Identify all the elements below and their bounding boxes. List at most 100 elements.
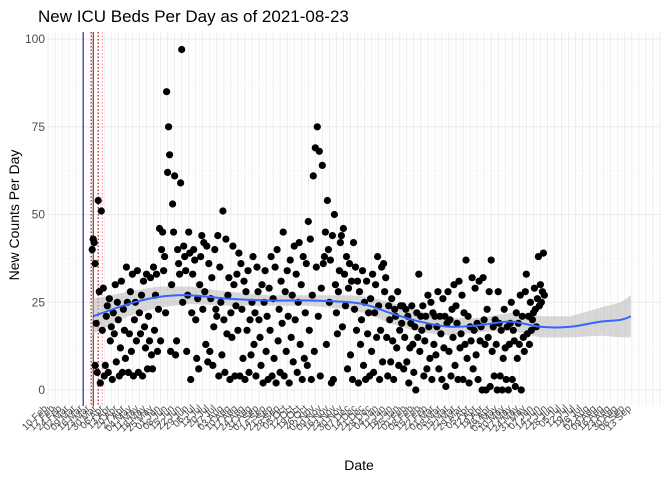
data-point [344, 284, 353, 292]
data-point [165, 123, 173, 131]
y-tick-label: 0 [38, 383, 45, 397]
data-point [423, 365, 431, 373]
data-point [513, 354, 521, 362]
data-point [451, 361, 459, 369]
data-point [441, 312, 449, 320]
data-point [257, 361, 265, 369]
data-point [371, 309, 379, 317]
data-point [275, 305, 283, 313]
data-point [329, 375, 337, 384]
data-point [170, 228, 178, 236]
y-axis-title: New Counts Per Day [6, 150, 22, 281]
data-point [502, 375, 510, 384]
data-point [385, 302, 393, 310]
data-point [446, 316, 454, 324]
data-point [521, 288, 529, 296]
data-point [128, 270, 136, 278]
y-axis: 0 25 50 75 100 [25, 32, 45, 397]
data-point [157, 337, 165, 345]
data-point [342, 253, 351, 261]
data-point [414, 333, 422, 341]
data-point [183, 347, 191, 355]
data-point [281, 288, 289, 296]
data-point [313, 123, 321, 131]
data-point [434, 288, 442, 296]
data-point [132, 337, 140, 345]
data-point [353, 277, 362, 285]
data-point [331, 281, 339, 289]
data-point [339, 224, 347, 233]
y-tick-label: 75 [32, 120, 46, 134]
data-point [369, 270, 377, 278]
data-point [318, 161, 326, 169]
data-point [463, 354, 471, 362]
data-point [225, 274, 233, 282]
data-point [226, 375, 234, 384]
data-point [453, 319, 461, 327]
data-point [347, 277, 356, 285]
data-point [104, 368, 112, 376]
data-point [98, 326, 106, 334]
data-point [266, 326, 274, 334]
data-point [507, 298, 515, 306]
data-point [172, 351, 180, 359]
data-point [189, 270, 197, 278]
data-point [160, 267, 168, 275]
data-point [178, 45, 186, 54]
data-point [293, 368, 301, 376]
data-point [133, 267, 141, 275]
data-point [314, 312, 322, 320]
data-point [116, 344, 124, 352]
data-point [114, 316, 122, 324]
data-point [91, 361, 99, 369]
data-point [202, 340, 210, 348]
data-point [333, 330, 341, 338]
data-point [246, 316, 254, 324]
data-point [422, 312, 430, 320]
data-point [427, 298, 435, 306]
data-point [206, 347, 214, 355]
data-point [101, 361, 109, 369]
data-point [105, 295, 113, 303]
data-point [249, 253, 257, 261]
data-point [436, 312, 444, 320]
data-point [296, 340, 304, 348]
data-point [459, 375, 467, 384]
data-point [127, 347, 135, 355]
data-point [405, 379, 413, 387]
data-point [267, 253, 275, 261]
data-point [258, 281, 266, 289]
data-point [242, 288, 250, 296]
data-point [494, 288, 502, 296]
data-point [515, 340, 523, 348]
data-point [527, 326, 536, 334]
data-point [197, 253, 205, 261]
data-point [526, 298, 535, 306]
data-point [518, 312, 526, 320]
data-point [411, 323, 419, 331]
data-point [383, 333, 391, 341]
data-point [370, 368, 378, 376]
data-point [454, 375, 462, 384]
data-point [88, 246, 96, 254]
data-point [481, 340, 489, 348]
data-point [372, 281, 380, 289]
data-point [152, 270, 161, 278]
data-point [401, 333, 409, 341]
data-point [421, 337, 429, 345]
data-point [487, 256, 495, 264]
data-point [323, 196, 331, 205]
data-point [243, 326, 251, 334]
data-point [400, 365, 408, 373]
data-point [474, 375, 482, 384]
data-point [137, 291, 146, 299]
data-point [214, 232, 222, 240]
data-point [173, 337, 181, 345]
data-point [462, 256, 470, 264]
data-point [244, 267, 252, 275]
data-point [338, 323, 346, 331]
data-point [124, 368, 132, 376]
data-point [153, 347, 162, 355]
data-point [283, 267, 291, 275]
